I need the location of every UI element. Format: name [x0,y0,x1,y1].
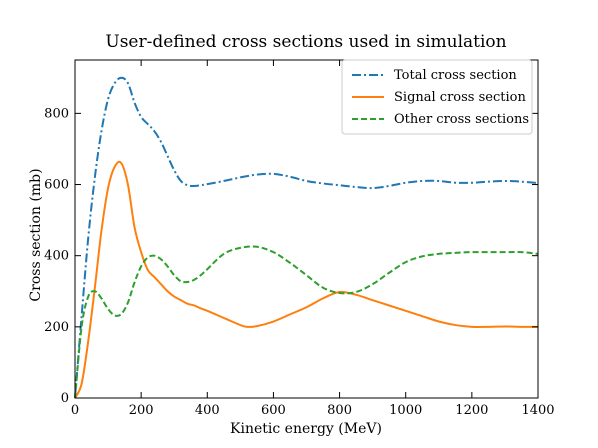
ticks-layer: 0 200 400 600 800 1000 1200 1400 0 200 400 600 800 [44,60,555,418]
legend-label-total: Total cross section [394,68,517,83]
x-tick-label: 800 [327,403,352,418]
x-tick-label: 400 [195,403,220,418]
y-tick-label: 0 [61,391,69,406]
x-tick-label: 1200 [455,403,488,418]
legend-box [341,59,533,135]
y-axis-label: Cross section (mb) [28,168,44,301]
x-tick-label: 1400 [521,403,554,418]
legend-label-other: Other cross sections [394,112,529,127]
y-tick-label: 400 [44,249,69,264]
y-tick-label: 800 [44,106,69,121]
series-layer [74,76,539,399]
legend: Total cross section Signal cross section… [341,59,533,135]
series-line-0 [74,76,539,399]
series-line-1 [74,160,539,399]
x-tick-label: 1000 [389,403,422,418]
plot-frame [74,59,539,399]
x-axis-label: Kinetic energy (MeV) [230,421,382,437]
series-line-2 [74,245,539,399]
x-tick-label: 600 [261,403,286,418]
chart-title: User-defined cross sections used in simu… [105,32,506,52]
y-tick-label: 200 [44,320,69,335]
x-tick-label: 200 [129,403,154,418]
y-tick-label: 600 [44,178,69,193]
legend-label-signal: Signal cross section [394,90,526,105]
x-tick-label: 0 [71,403,79,418]
